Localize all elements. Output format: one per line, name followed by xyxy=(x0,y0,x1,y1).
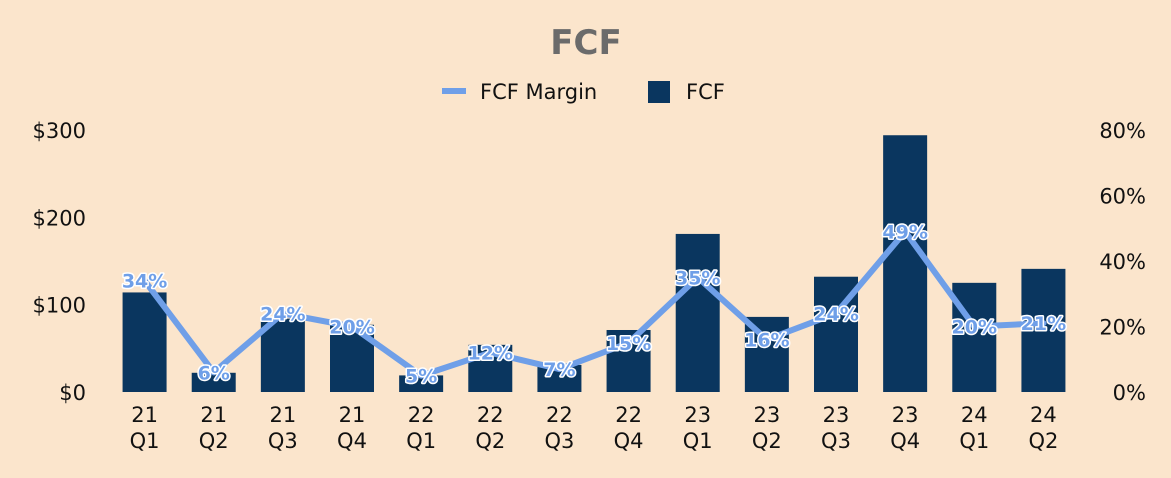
fcf-margin-data-label: 20% xyxy=(952,317,997,339)
fcf-bar xyxy=(952,282,997,392)
x-tick-label-year: 24 xyxy=(961,403,988,427)
x-tick-label-quarter: Q2 xyxy=(475,429,505,453)
fcf-bar xyxy=(399,375,444,392)
fcf-margin-point xyxy=(833,310,839,317)
fcf-bar xyxy=(883,135,928,393)
legend-swatch-fcf xyxy=(648,81,670,103)
y-right-tick-label: 20% xyxy=(1099,316,1146,340)
x-tick-label-year: 21 xyxy=(339,403,366,427)
fcf-margin-labels: 34% 6% 24% 20% 5% 12% 7% 15% 35% 16% 24% 49% 20% 21% xyxy=(120,220,1067,389)
x-tick-label-year: 21 xyxy=(200,403,227,427)
x-tick-label-year: 23 xyxy=(684,403,711,427)
fcf-margin-point xyxy=(971,323,978,330)
fcf-margin-data-label: 20% xyxy=(329,317,374,339)
chart-title: FCF xyxy=(550,23,621,63)
fcf-margin-data-label: 5% xyxy=(405,366,437,388)
x-tick-label-year: 23 xyxy=(892,403,919,427)
y-left-tick-label: $300 xyxy=(33,119,86,143)
x-tick-label-quarter: Q1 xyxy=(406,429,436,453)
fcf-margin-data-label: 6% xyxy=(198,362,230,384)
y-left-tick-label: $200 xyxy=(33,206,86,230)
fcf-bar xyxy=(1021,268,1066,392)
x-tick-label-year: 23 xyxy=(823,403,850,427)
fcf-margin-point xyxy=(763,336,770,343)
fcf-margin-line xyxy=(141,228,1047,379)
x-tick-label-year: 24 xyxy=(1030,403,1057,427)
fcf-bar xyxy=(191,372,236,392)
x-tick-label-year: 22 xyxy=(546,403,573,427)
x-tick-label-quarter: Q4 xyxy=(614,429,644,453)
x-tick-label-year: 21 xyxy=(131,403,158,427)
fcf-margin-point xyxy=(487,349,494,356)
y-axis-right: 0% 20% 40% 60% 80% xyxy=(1099,119,1146,405)
fcf-margin-data-label: 24% xyxy=(260,303,305,325)
x-tick-label-quarter: Q1 xyxy=(130,429,160,453)
fcf-margin-point xyxy=(418,372,425,379)
x-tick-label-quarter: Q4 xyxy=(337,429,367,453)
fcf-margin-data-label: 21% xyxy=(1021,313,1066,335)
fcf-margin-data-label: 24% xyxy=(813,303,858,325)
fcf-bar xyxy=(675,233,720,392)
y-right-tick-label: 0% xyxy=(1113,381,1146,405)
x-tick-label-quarter: Q3 xyxy=(268,429,298,453)
y-axis-left: $0 $100 $200 $300 xyxy=(33,119,86,405)
fcf-margin-point xyxy=(694,274,701,281)
x-tick-label-quarter: Q4 xyxy=(890,429,920,453)
fcf-margin-point xyxy=(1040,320,1047,327)
x-tick-label-quarter: Q3 xyxy=(544,429,574,453)
x-tick-label-year: 21 xyxy=(269,403,296,427)
fcf-margin-point xyxy=(902,228,909,235)
legend-label-fcf-margin: FCF Margin xyxy=(480,80,597,104)
fcf-margin-point xyxy=(556,366,563,373)
fcf-margin-series-line xyxy=(141,228,1047,379)
fcf-bar xyxy=(122,292,167,392)
fcf-margin-point xyxy=(141,277,148,284)
y-right-tick-label: 80% xyxy=(1099,119,1146,143)
y-left-tick-label: $100 xyxy=(33,294,86,318)
fcf-margin-point xyxy=(349,323,355,330)
fcf-margin-point xyxy=(279,310,286,317)
x-tick-label-quarter: Q2 xyxy=(199,429,229,453)
x-tick-label-quarter: Q1 xyxy=(959,429,989,453)
x-tick-label-quarter: Q1 xyxy=(683,429,713,453)
x-tick-label-quarter: Q3 xyxy=(821,429,851,453)
x-tick-label-quarter: Q2 xyxy=(1028,429,1058,453)
fcf-bar xyxy=(260,318,305,392)
x-tick-label-year: 23 xyxy=(753,403,780,427)
fcf-margin-data-label: 35% xyxy=(675,267,720,289)
fcf-margin-point xyxy=(210,369,217,376)
fcf-margin-point xyxy=(625,339,632,346)
legend-label-fcf: FCF xyxy=(686,80,725,104)
x-axis-categories: 21Q121Q221Q321Q422Q122Q222Q322Q423Q123Q2… xyxy=(130,403,1059,453)
x-tick-label-year: 22 xyxy=(477,403,504,427)
fcf-margin-data-label: 15% xyxy=(606,333,651,355)
y-left-tick-label: $0 xyxy=(59,381,86,405)
x-tick-label-year: 22 xyxy=(615,403,642,427)
legend: FCF Margin FCF xyxy=(442,80,725,104)
y-right-tick-label: 60% xyxy=(1099,185,1146,209)
fcf-margin-data-label: 7% xyxy=(543,359,575,381)
fcf-margin-data-label: 12% xyxy=(468,343,513,365)
fcf-margin-data-label: 16% xyxy=(744,330,789,352)
fcf-margin-data-label: 34% xyxy=(122,271,167,293)
x-tick-label-year: 22 xyxy=(408,403,435,427)
x-tick-label-quarter: Q2 xyxy=(752,429,782,453)
fcf-margin-data-label: 49% xyxy=(882,222,927,244)
y-right-tick-label: 40% xyxy=(1099,250,1146,274)
